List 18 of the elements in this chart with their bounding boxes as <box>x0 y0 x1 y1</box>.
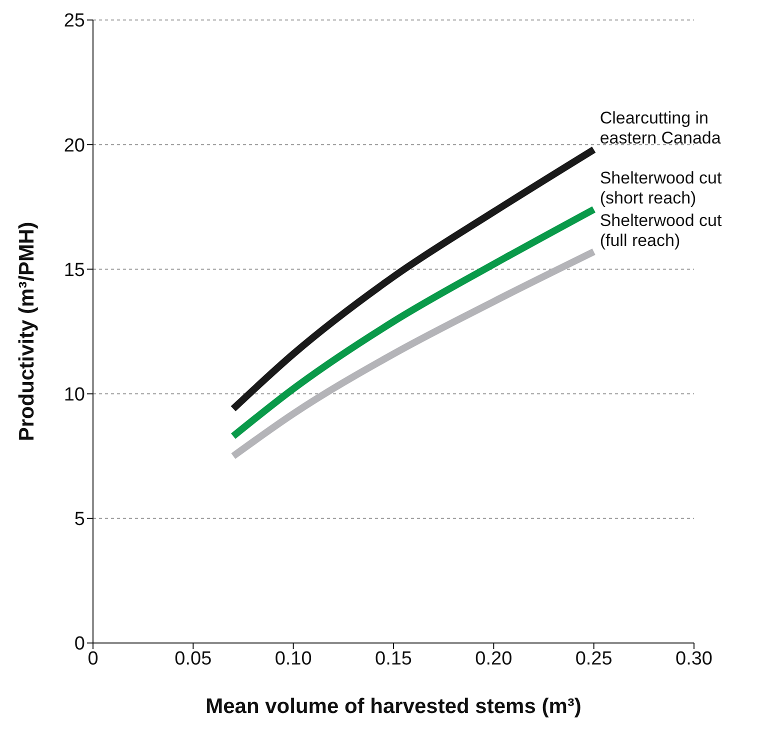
x-tick-label: 0.30 <box>676 648 712 670</box>
x-axis-title: Mean volume of harvested stems (m³) <box>206 695 582 718</box>
x-tick-label: 0.20 <box>475 648 512 670</box>
y-tick-label: 0 <box>74 634 85 655</box>
y-tick-label: 10 <box>64 384 85 406</box>
x-tick-label: 0.15 <box>375 648 412 670</box>
series-label: Clearcutting in eastern Canada <box>600 108 722 148</box>
x-tick-label: 0.05 <box>174 648 212 670</box>
series-label: Shelterwood cut (full reach) <box>600 210 722 250</box>
y-tick-label: 20 <box>64 135 85 156</box>
y-tick-label: 25 <box>64 10 85 32</box>
series-label: Shelterwood cut (short reach) <box>600 168 722 208</box>
x-tick-label: 0.25 <box>575 648 612 670</box>
x-tick-label: 0.10 <box>274 648 312 670</box>
y-tick-label: 5 <box>74 509 85 530</box>
y-axis-title: Productivity (m³/PMH) <box>15 222 38 442</box>
x-tick-label: 0 <box>88 648 98 670</box>
y-tick-label: 15 <box>64 260 85 281</box>
